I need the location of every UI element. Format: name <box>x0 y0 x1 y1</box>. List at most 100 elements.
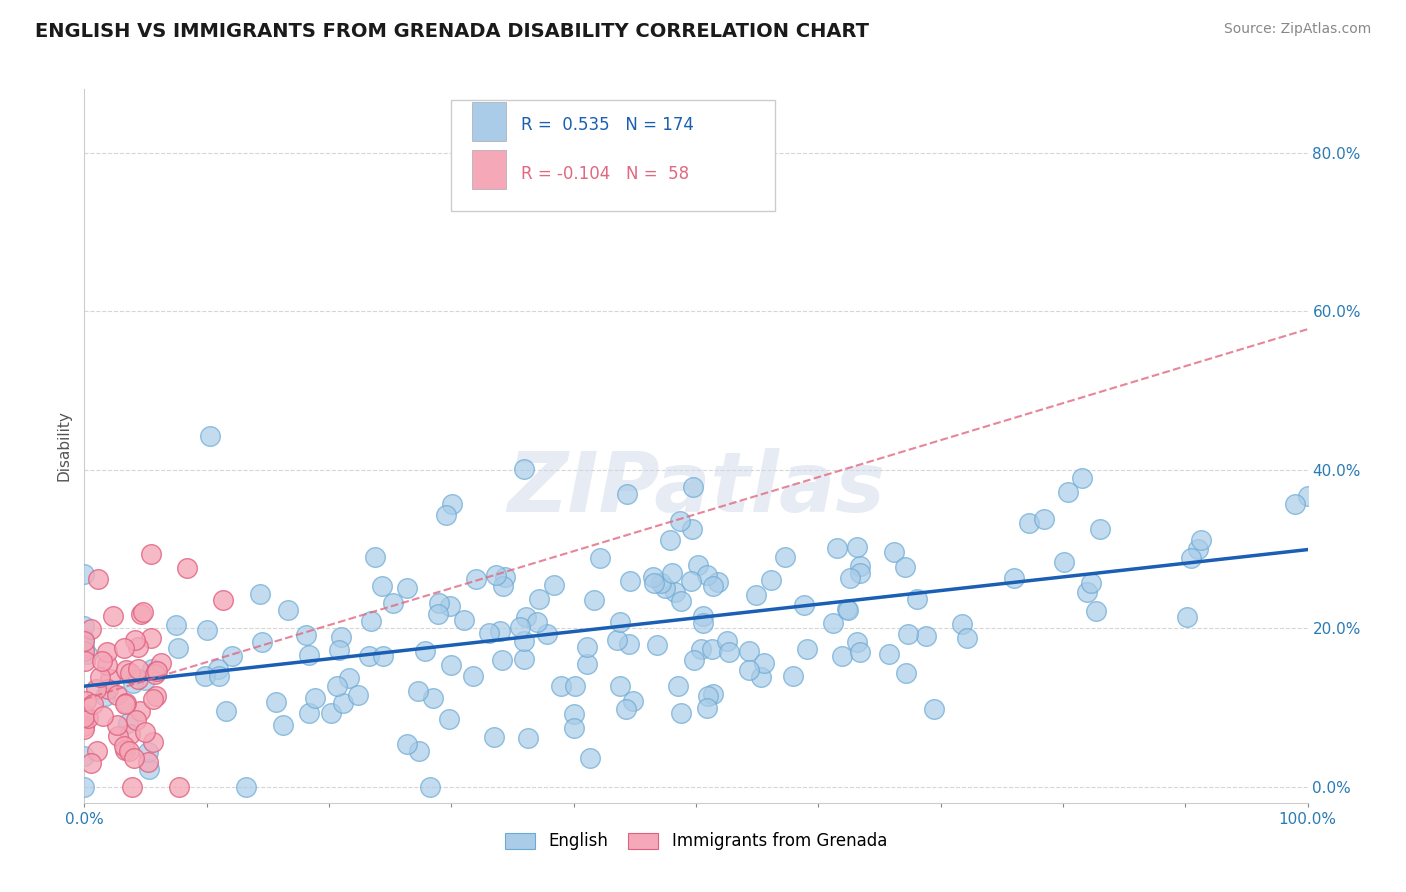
Bar <box>472 102 506 141</box>
Point <box>589 551 612 566</box>
Point <box>696 567 718 582</box>
Point <box>117 715 139 730</box>
Point <box>73 707 96 722</box>
Point <box>321 706 343 720</box>
Point <box>664 585 686 599</box>
Point <box>666 679 689 693</box>
Point <box>298 706 321 720</box>
Point <box>221 648 243 663</box>
Point <box>464 572 486 586</box>
Point <box>661 566 683 580</box>
Point <box>669 514 692 528</box>
Point <box>845 540 868 554</box>
Point <box>136 756 159 770</box>
Point <box>114 698 136 712</box>
Point <box>1090 522 1112 536</box>
Point <box>138 762 160 776</box>
Point <box>337 671 360 685</box>
Point <box>129 704 152 718</box>
Point <box>702 579 724 593</box>
Point <box>745 588 768 602</box>
Point <box>73 748 96 763</box>
Point <box>167 640 190 655</box>
Point <box>141 662 163 676</box>
Point <box>614 702 637 716</box>
Point <box>131 605 153 619</box>
Point <box>73 709 96 723</box>
Point <box>215 704 238 718</box>
Point <box>1189 533 1212 548</box>
Point <box>543 578 565 592</box>
Point <box>73 634 96 648</box>
Point <box>1296 489 1319 503</box>
Point <box>659 533 682 547</box>
Point <box>118 727 141 741</box>
Point <box>440 658 463 673</box>
Point <box>73 644 96 658</box>
Point <box>482 730 505 744</box>
Point <box>838 571 860 585</box>
Point <box>271 718 294 732</box>
Point <box>716 633 738 648</box>
Point <box>73 780 96 794</box>
Point <box>1033 511 1056 525</box>
Point <box>796 642 818 657</box>
Point <box>915 629 938 643</box>
Point <box>609 615 631 629</box>
Point <box>619 574 641 588</box>
Point <box>98 672 121 686</box>
Point <box>127 662 149 676</box>
Point <box>681 574 703 588</box>
Point <box>643 576 665 591</box>
Text: R = -0.104   N =  58: R = -0.104 N = 58 <box>522 165 689 183</box>
Point <box>235 780 257 794</box>
Point <box>883 544 905 558</box>
Point <box>562 721 585 735</box>
Point <box>406 683 429 698</box>
Point <box>690 642 713 657</box>
Point <box>422 691 444 706</box>
Point <box>509 619 531 633</box>
Point <box>697 689 720 703</box>
Point <box>73 632 96 646</box>
Point <box>89 670 111 684</box>
Point <box>396 581 419 595</box>
Point <box>360 614 382 628</box>
Point <box>359 649 381 664</box>
Point <box>80 756 103 770</box>
Point <box>453 613 475 627</box>
Point <box>550 679 572 693</box>
Point <box>82 697 104 711</box>
Point <box>1084 604 1107 618</box>
Text: Source: ZipAtlas.com: Source: ZipAtlas.com <box>1223 22 1371 37</box>
Point <box>134 725 156 739</box>
Point <box>208 668 231 682</box>
Point <box>146 664 169 678</box>
Point <box>112 739 135 754</box>
Point <box>76 647 98 661</box>
Point <box>167 780 190 794</box>
Point <box>821 615 844 630</box>
Point <box>294 627 316 641</box>
Point <box>249 587 271 601</box>
Point <box>606 632 628 647</box>
Point <box>654 581 676 595</box>
Point <box>478 626 501 640</box>
Point <box>127 672 149 686</box>
Point <box>512 634 534 648</box>
Point <box>877 648 900 662</box>
Point <box>427 607 450 621</box>
Point <box>955 631 977 645</box>
Point <box>381 596 404 610</box>
Point <box>395 737 418 751</box>
Point <box>485 568 508 582</box>
Point <box>848 644 870 658</box>
Point <box>139 631 162 645</box>
Point <box>650 576 672 591</box>
Point <box>1175 610 1198 624</box>
Point <box>440 497 463 511</box>
Point <box>264 695 287 709</box>
Point <box>328 643 350 657</box>
Point <box>564 679 586 693</box>
Point <box>105 718 128 732</box>
